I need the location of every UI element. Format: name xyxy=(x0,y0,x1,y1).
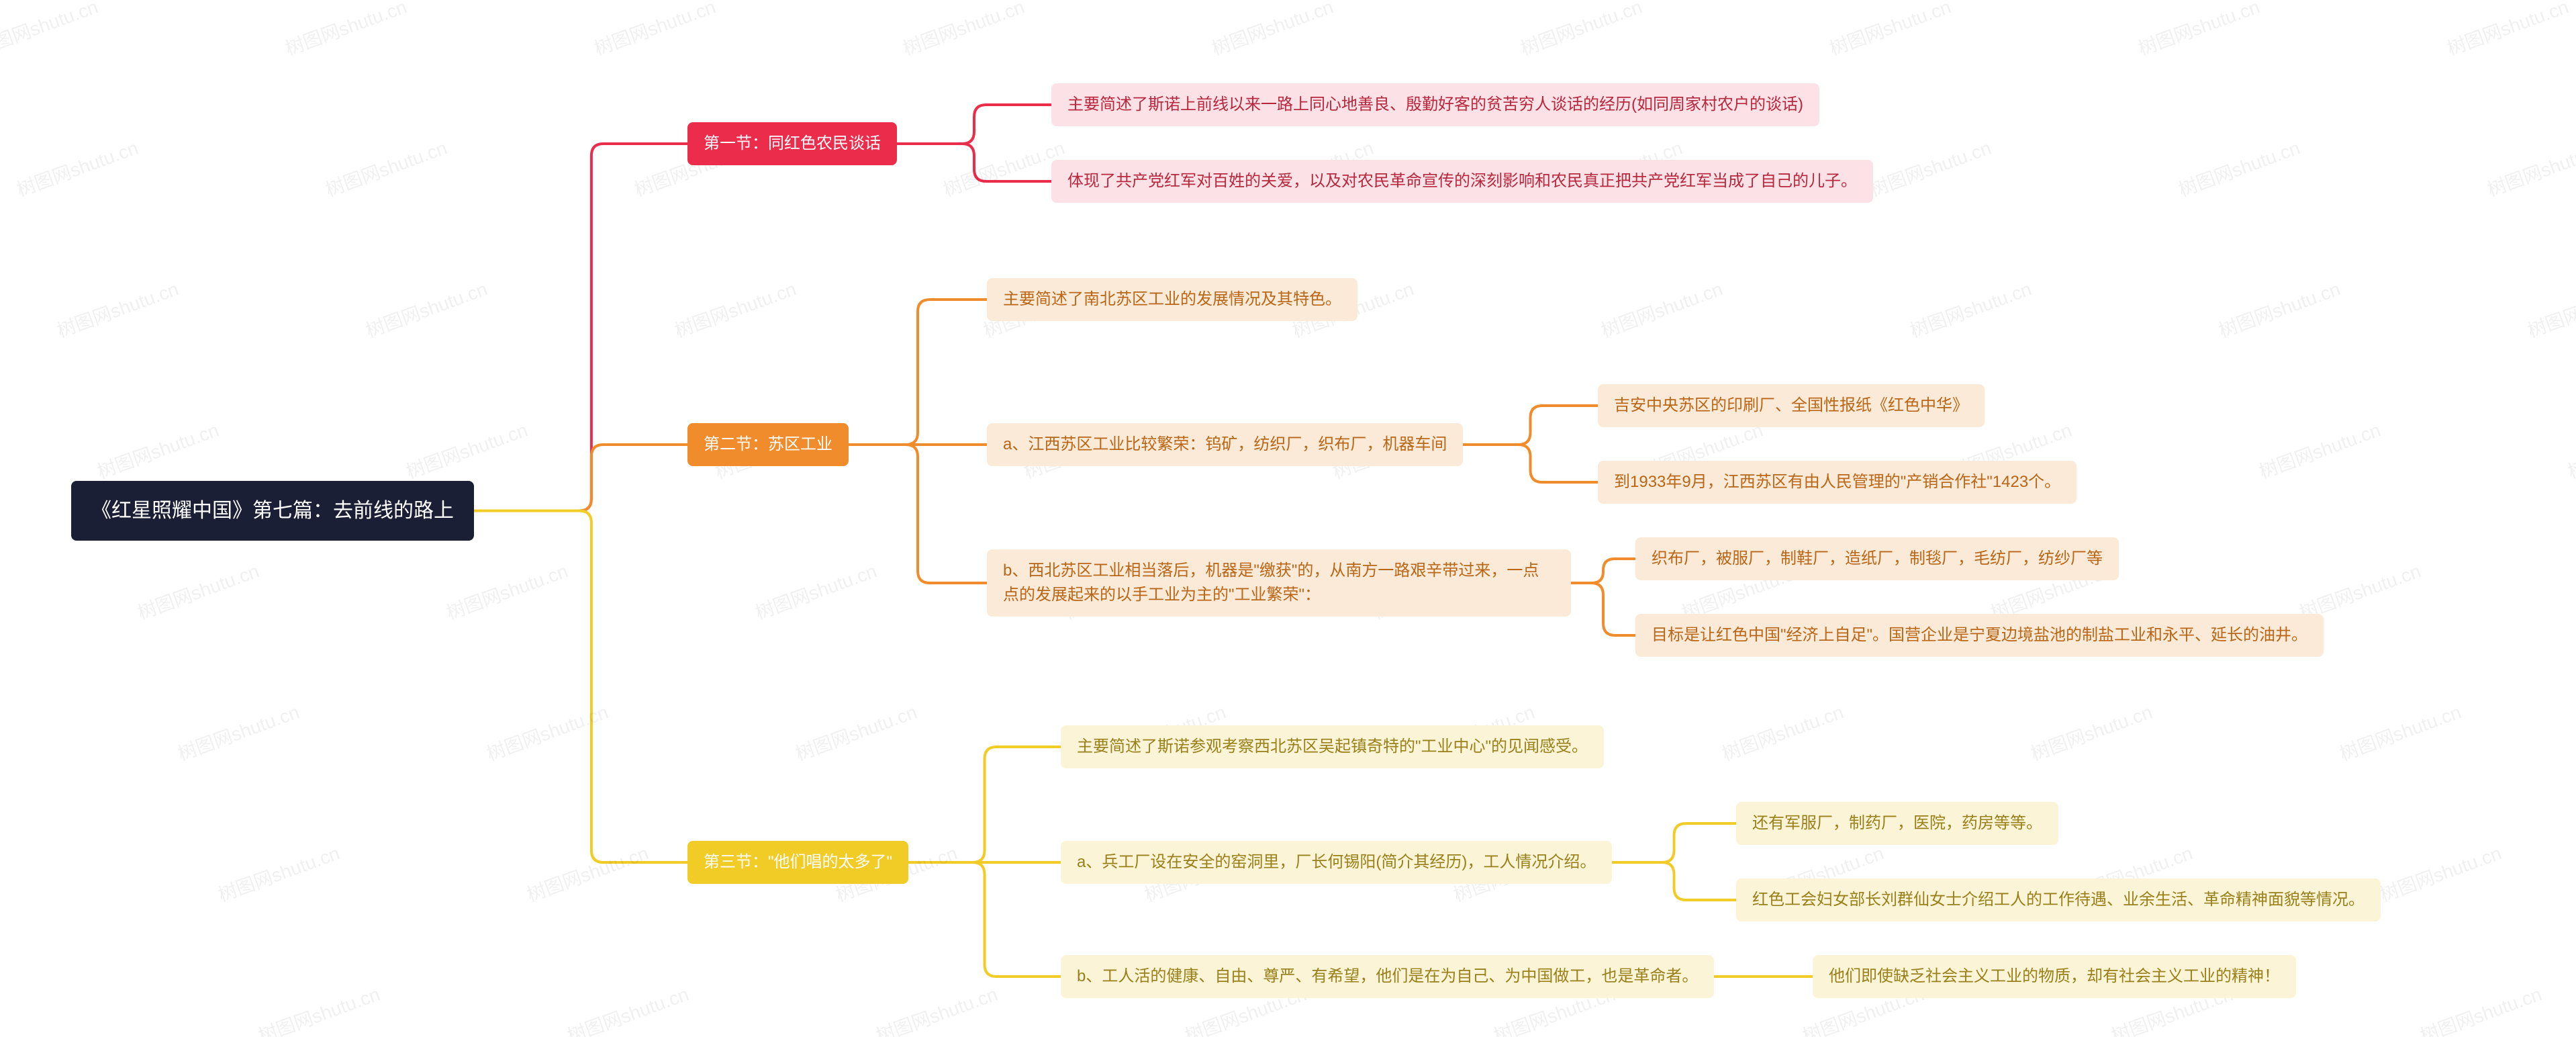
watermark: 树图网shutu.cn xyxy=(671,275,800,344)
watermark: 树图网shutu.cn xyxy=(134,557,263,626)
child-node-s3-0: 主要简述了斯诺参观考察西北苏区吴起镇奇特的"工业中心"的见闻感受。 xyxy=(1061,725,1604,768)
watermark: 树图网shutu.cn xyxy=(2255,416,2384,485)
watermark: 树图网shutu.cn xyxy=(442,557,571,626)
watermark: 树图网shutu.cn xyxy=(792,698,920,767)
child-node-s1-1: 体现了共产党红军对百姓的关爱，以及对农民革命宣传的深刻影响和农民真正把共产党红军… xyxy=(1051,160,1873,203)
watermark: 树图网shutu.cn xyxy=(1597,275,1726,344)
watermark: 树图网shutu.cn xyxy=(1208,0,1337,61)
grand-node-s2-1-1: 到1933年9月，江西苏区有由人民管理的"产销合作社"1423个。 xyxy=(1598,461,2077,504)
watermark: 树图网shutu.cn xyxy=(281,0,410,61)
watermark: 树图网shutu.cn xyxy=(872,980,1001,1037)
child-node-s1-0: 主要简述了斯诺上前线以来一路上同心地善良、殷勤好客的贫苦穷人谈话的经历(如同周家… xyxy=(1051,83,1819,126)
child-node-s2-1: a、江西苏区工业比较繁荣：钨矿，纺织厂，织布厂，机器车间 xyxy=(987,423,1463,466)
watermark: 树图网shutu.cn xyxy=(1517,0,1645,61)
branch-node-s1: 第一节：同红色农民谈话 xyxy=(687,122,897,165)
grand-node-s3-1-0: 还有军服厂，制药厂，医院，药房等等。 xyxy=(1736,802,2058,845)
root-node: 《红星照耀中国》第七篇：去前线的路上 xyxy=(71,481,474,541)
grand-node-s3-2-0: 他们即使缺乏社会主义工业的物质，却有社会主义工业的精神！ xyxy=(1813,955,2296,998)
grand-node-s3-1-1: 红色工会妇女部长刘群仙女士介绍工人的工作待遇、业余生活、革命精神面貌等情况。 xyxy=(1736,878,2381,921)
grand-node-s2-2-0: 织布厂，被服厂，制鞋厂，造纸厂，制毯厂，毛纺厂，纺纱厂等 xyxy=(1635,537,2119,580)
watermark: 树图网shutu.cn xyxy=(899,0,1028,61)
child-node-s3-2: b、工人活的健康、自由、尊严、有希望，他们是在为自己、为中国做工，也是革命者。 xyxy=(1061,955,1714,998)
watermark: 树图网shutu.cn xyxy=(563,980,692,1037)
watermark: 树图网shutu.cn xyxy=(214,839,343,908)
watermark: 树图网shutu.cn xyxy=(939,134,1068,203)
watermark: 树图网shutu.cn xyxy=(751,557,880,626)
child-node-s2-0: 主要简述了南北苏区工业的发展情况及其特色。 xyxy=(987,278,1357,321)
watermark: 树图网shutu.cn xyxy=(523,839,652,908)
child-node-s2-2: b、西北苏区工业相当落后，机器是"缴获"的，从南方一路艰辛带过来，一点点的发展起… xyxy=(987,549,1571,617)
watermark: 树图网shutu.cn xyxy=(53,275,182,344)
watermark: 树图网shutu.cn xyxy=(2443,0,2572,61)
watermark: 树图网shutu.cn xyxy=(1825,0,1954,61)
watermark: 树图网shutu.cn xyxy=(93,416,222,485)
watermark: 树图网shutu.cn xyxy=(322,134,450,203)
branch-node-s2: 第二节：苏区工业 xyxy=(687,423,849,466)
watermark: 树图网shutu.cn xyxy=(2336,698,2465,767)
watermark: 树图网shutu.cn xyxy=(2564,416,2576,485)
watermark: 树图网shutu.cn xyxy=(254,980,383,1037)
watermark: 树图网shutu.cn xyxy=(590,0,719,61)
branch-node-s3: 第三节："他们唱的太多了" xyxy=(687,841,908,884)
watermark: 树图网shutu.cn xyxy=(1718,698,1847,767)
watermark: 树图网shutu.cn xyxy=(2416,980,2545,1037)
watermark: 树图网shutu.cn xyxy=(2175,134,2303,203)
watermark: 树图网shutu.cn xyxy=(2483,134,2576,203)
watermark: 树图网shutu.cn xyxy=(2215,275,2344,344)
watermark: 树图网shutu.cn xyxy=(2134,0,2263,61)
watermark: 树图网shutu.cn xyxy=(2027,698,2156,767)
grand-node-s2-1-0: 吉安中央苏区的印刷厂、全国性报纸《红色中华》 xyxy=(1598,384,1985,427)
child-node-s3-1: a、兵工厂设在安全的窑洞里，厂长何锡阳(简介其经历)，工人情况介绍。 xyxy=(1061,841,1612,884)
watermark: 树图网shutu.cn xyxy=(402,416,531,485)
watermark: 树图网shutu.cn xyxy=(2376,839,2505,908)
watermark: 树图网shutu.cn xyxy=(2524,275,2576,344)
watermark: 树图网shutu.cn xyxy=(174,698,303,767)
grand-node-s2-2-1: 目标是让红色中国"经济上自足"。国营企业是宁夏边境盐池的制盐工业和永平、延长的油… xyxy=(1635,614,2324,657)
watermark: 树图网shutu.cn xyxy=(0,0,101,61)
watermark: 树图网shutu.cn xyxy=(1866,134,1995,203)
watermark: 树图网shutu.cn xyxy=(1906,275,2035,344)
watermark: 树图网shutu.cn xyxy=(362,275,491,344)
watermark: 树图网shutu.cn xyxy=(13,134,142,203)
watermark: 树图网shutu.cn xyxy=(483,698,612,767)
